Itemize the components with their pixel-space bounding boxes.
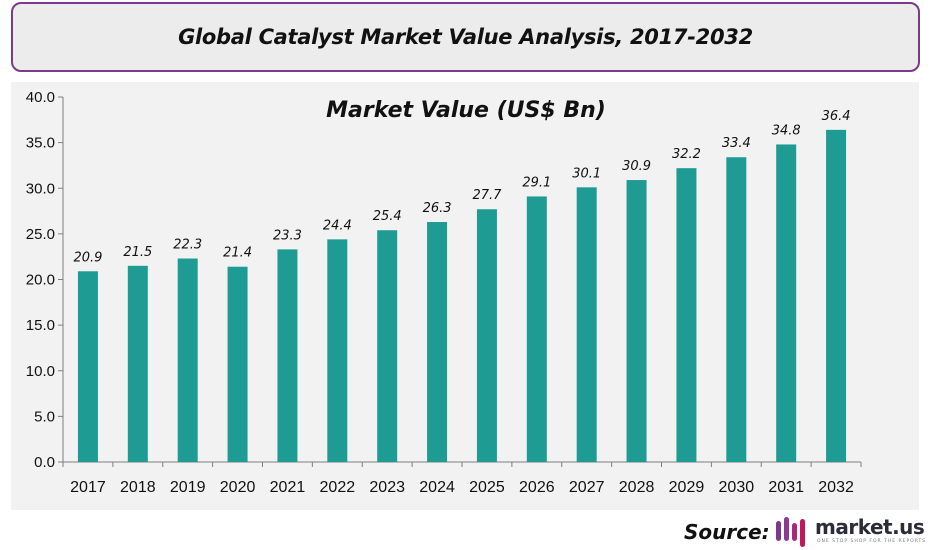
bar-2031 — [776, 144, 797, 462]
market-us-logo: market.us ONE STOP SHOP FOR THE REPORTS — [773, 513, 933, 549]
x-tick-label-2029: 2029 — [669, 479, 705, 496]
brand-tagline: ONE STOP SHOP FOR THE REPORTS — [817, 539, 927, 544]
data-label-2027: 30.1 — [572, 166, 601, 181]
data-label-2031: 34.8 — [772, 123, 801, 138]
x-tick-label-2022: 2022 — [320, 479, 356, 496]
y-tick-label: 5.0 — [34, 408, 55, 425]
data-label-2029: 32.2 — [672, 147, 701, 162]
footer: Source: market.us ONE STOP SHOP FOR THE … — [0, 510, 950, 550]
y-tick-label: 30.0 — [26, 180, 55, 197]
data-label-2026: 29.1 — [522, 175, 551, 190]
data-label-2017: 20.9 — [73, 250, 102, 265]
data-label-2018: 21.5 — [123, 245, 152, 260]
x-tick-label-2032: 2032 — [818, 479, 854, 496]
y-tick-label: 25.0 — [26, 226, 55, 243]
data-label-2024: 26.3 — [423, 201, 452, 216]
y-tick-label: 35.0 — [26, 135, 55, 152]
bar-2021 — [277, 249, 298, 462]
bar-2024 — [427, 222, 448, 462]
y-tick-label: 10.0 — [26, 363, 55, 380]
bar-2018 — [127, 265, 148, 462]
x-tick-label-2026: 2026 — [519, 479, 555, 496]
data-label-2022: 24.4 — [323, 218, 352, 233]
chart-area: 0.0 5.0 10.0 15.0 20.0 25.0 30.0 35.0 40.0 Market… — [11, 82, 919, 510]
bar-2032 — [826, 129, 847, 462]
x-tick-label-2024: 2024 — [419, 479, 455, 496]
x-tick-label-2021: 2021 — [270, 479, 306, 496]
bar-2028 — [626, 180, 647, 462]
y-tick-label: 0.0 — [34, 454, 55, 471]
data-label-2021: 23.3 — [273, 228, 302, 243]
bar-2023 — [377, 230, 398, 462]
brand-name: market.us — [815, 515, 925, 539]
x-tick-label-2020: 2020 — [220, 479, 256, 496]
bar-2025 — [476, 209, 497, 462]
y-tick-label: 15.0 — [26, 317, 55, 334]
bar-2029 — [676, 168, 697, 463]
x-tick-label-2025: 2025 — [469, 479, 505, 496]
bar-2019 — [177, 258, 198, 462]
market-us-logo-icon — [776, 517, 805, 547]
data-label-2019: 22.3 — [173, 238, 202, 253]
data-label-2030: 33.4 — [722, 136, 751, 151]
x-tick-label-2028: 2028 — [619, 479, 655, 496]
x-tick-label-2031: 2031 — [768, 479, 804, 496]
data-label-2023: 25.4 — [373, 209, 402, 224]
chart-title-banner: Global Catalyst Market Value Analysis, 2… — [11, 2, 920, 72]
y-tick-label: 20.0 — [26, 272, 55, 289]
x-tick-label-2018: 2018 — [120, 479, 156, 496]
bar-2022 — [327, 239, 348, 462]
bar-chart: 0.0 5.0 10.0 15.0 20.0 25.0 30.0 35.0 40.0 Market… — [26, 89, 862, 496]
chart-title: Global Catalyst Market Value Analysis, 2… — [178, 25, 753, 49]
x-tick-label-2030: 2030 — [719, 479, 755, 496]
data-label-2020: 21.4 — [223, 246, 252, 261]
data-label-2032: 36.4 — [822, 109, 851, 124]
bar-2030 — [726, 157, 747, 462]
bar-2027 — [576, 187, 597, 462]
source-label: Source: — [684, 520, 770, 544]
x-tick-label-2017: 2017 — [70, 479, 106, 496]
bar-2020 — [227, 266, 248, 462]
plot-title: Market Value (US$ Bn) — [326, 98, 606, 123]
data-label-2028: 30.9 — [622, 159, 651, 174]
y-tick-label: 40.0 — [26, 89, 55, 106]
bar-2017 — [77, 271, 98, 462]
data-label-2025: 27.7 — [472, 188, 502, 203]
bar-2026 — [526, 196, 547, 462]
x-tick-label-2027: 2027 — [569, 479, 605, 496]
x-tick-label-2019: 2019 — [170, 479, 206, 496]
x-tick-label-2023: 2023 — [369, 479, 405, 496]
